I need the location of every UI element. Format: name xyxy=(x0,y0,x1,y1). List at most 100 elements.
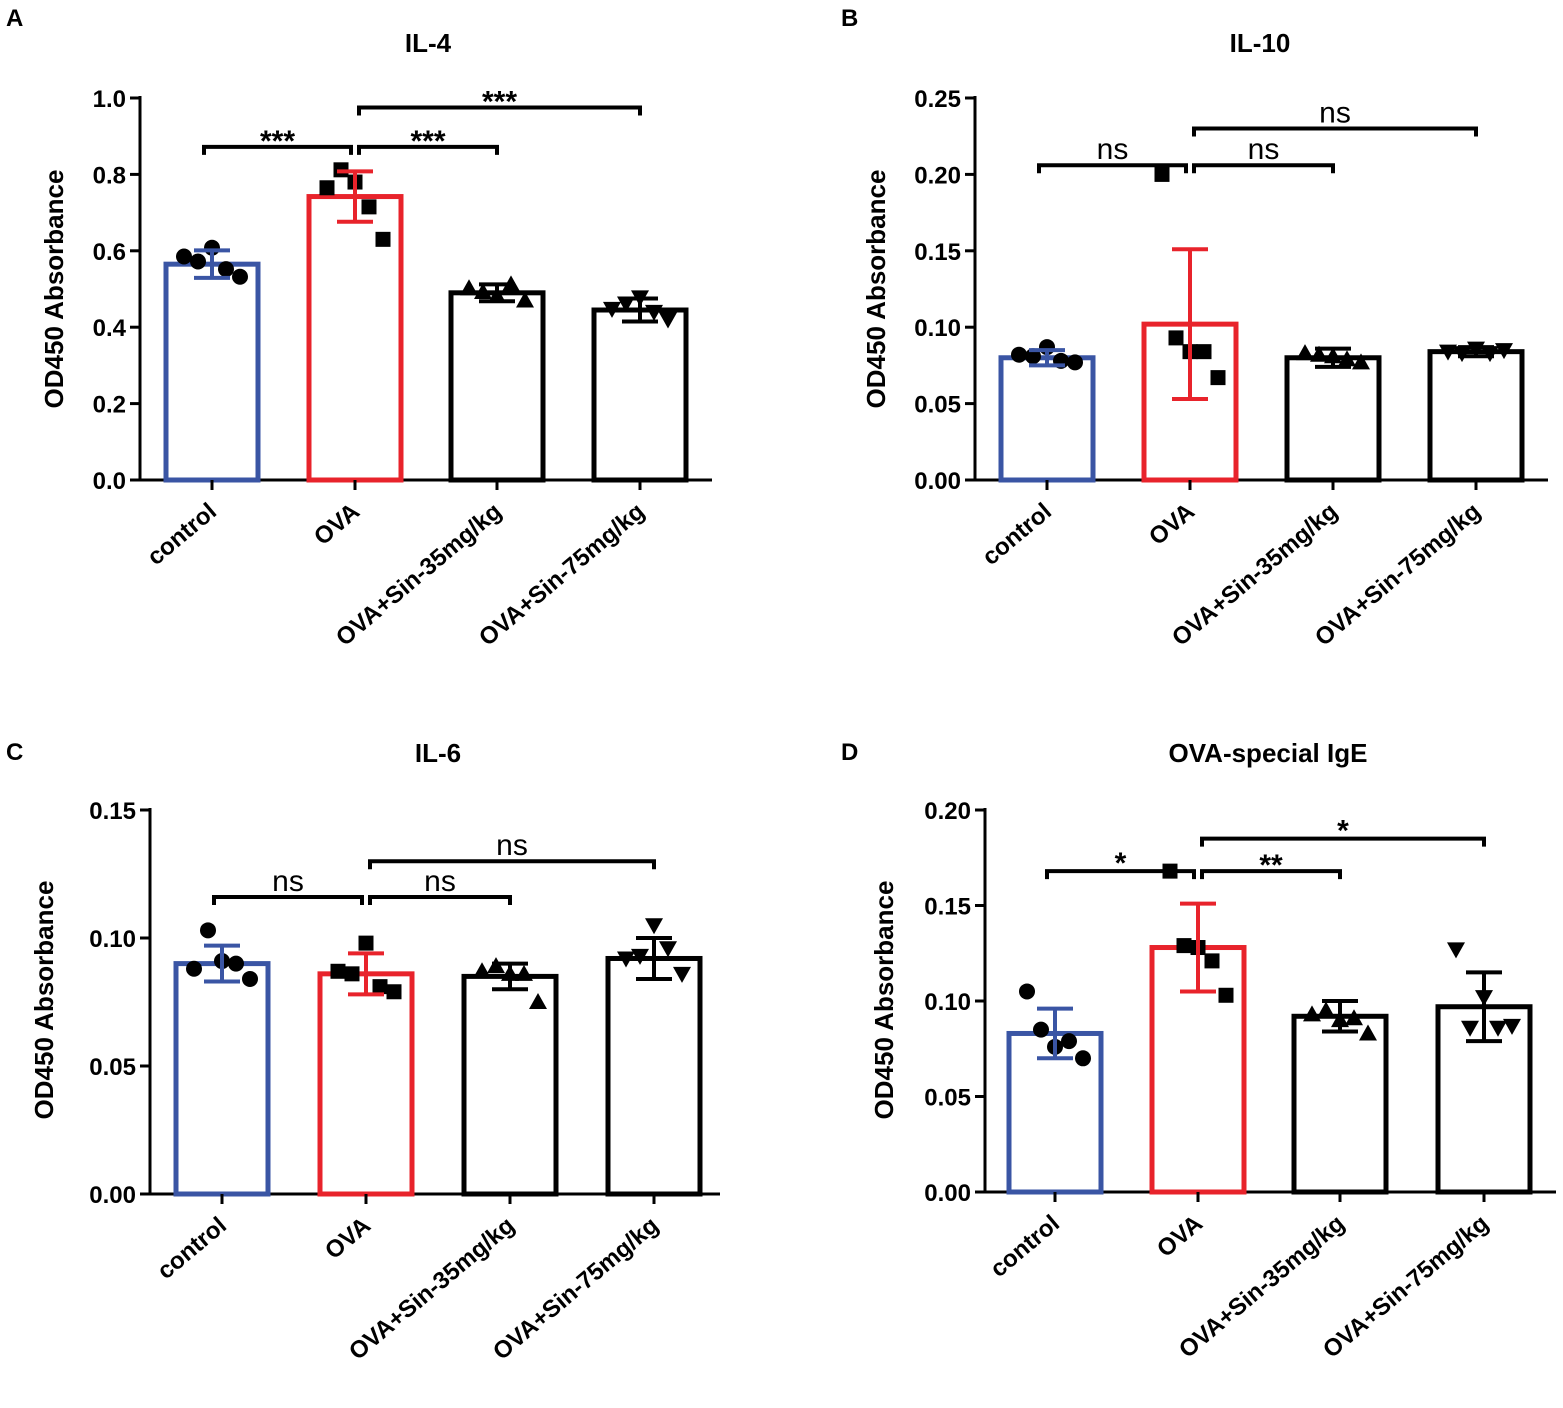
panel-letter: A xyxy=(6,5,23,32)
y-tick-label: 0.20 xyxy=(924,798,971,825)
y-tick-label: 0.10 xyxy=(914,315,961,342)
bar-2 xyxy=(448,290,546,483)
data-point xyxy=(242,970,258,987)
data-point xyxy=(1317,1001,1335,1018)
bar-3 xyxy=(1427,349,1525,483)
data-point xyxy=(473,962,491,979)
data-point xyxy=(1481,346,1499,363)
significance-bracket xyxy=(1200,869,1342,880)
significance-label: ns xyxy=(1097,133,1129,166)
y-tick-label: 0.10 xyxy=(89,926,136,953)
data-point xyxy=(1503,1018,1521,1035)
significance-label: * xyxy=(1337,815,1349,848)
panel-d: D OVA-special IgE OD450 Absorbance 0.00 0.05… xyxy=(841,738,1556,1364)
y-tick-label: 1.0 xyxy=(93,86,126,113)
y-tick-label: 0.4 xyxy=(93,315,127,342)
data-point xyxy=(375,231,391,247)
data-point xyxy=(1453,346,1471,363)
y-tick-label: 0.0 xyxy=(93,468,126,495)
chart-title: IL-6 xyxy=(415,738,461,768)
data-point xyxy=(1011,346,1027,363)
panel-letter: D xyxy=(841,739,858,766)
data-point xyxy=(218,261,234,278)
y-tick-label: 0.6 xyxy=(93,239,126,266)
y-tick-label: 0.8 xyxy=(93,162,126,189)
data-point xyxy=(1338,350,1356,367)
bar-2 xyxy=(1284,355,1382,483)
significance-label: ns xyxy=(496,829,528,862)
x-tick-label: OVA xyxy=(309,498,365,551)
data-point xyxy=(1345,1009,1363,1026)
significance-label: ns xyxy=(272,865,304,898)
data-point xyxy=(1218,987,1234,1003)
data-point xyxy=(1447,942,1465,959)
y-axis-label: OD450 Absorbance xyxy=(869,881,899,1120)
significance-label: *** xyxy=(260,125,295,158)
significance-bracket xyxy=(212,895,364,906)
data-point xyxy=(386,984,402,1000)
significance-label: ns xyxy=(1319,97,1351,130)
panel-letter: B xyxy=(841,5,858,32)
bar-0 xyxy=(163,261,261,483)
panel-b: B IL-10 OD450 Absorbance 0.00 0.05 0.10 0.15 0.… xyxy=(841,5,1548,652)
data-point xyxy=(529,993,547,1009)
data-point xyxy=(1489,1020,1507,1037)
significance-label: *** xyxy=(410,125,445,158)
significance-bracket xyxy=(1200,836,1486,847)
data-point xyxy=(319,180,335,196)
data-point xyxy=(1019,983,1035,1000)
bar-3 xyxy=(591,307,689,483)
data-point xyxy=(474,283,492,300)
data-point xyxy=(1495,343,1513,360)
data-point xyxy=(1033,1021,1049,1038)
y-tick-label: 0.25 xyxy=(914,86,961,113)
data-point xyxy=(330,963,346,979)
data-point xyxy=(1067,354,1083,371)
significance-bracket xyxy=(202,144,353,155)
data-point xyxy=(344,966,360,982)
x-tick-label: control xyxy=(152,1212,232,1285)
significance-bracket xyxy=(368,895,512,906)
data-point xyxy=(1352,353,1370,370)
data-point xyxy=(659,312,677,329)
panel-letter: C xyxy=(6,739,23,766)
chart-title: OVA-special IgE xyxy=(1169,738,1368,768)
significance-bracket xyxy=(1045,869,1196,880)
data-point xyxy=(228,955,244,972)
y-axis-label: OD450 Absorbance xyxy=(39,170,69,409)
data-point xyxy=(190,253,206,270)
data-point xyxy=(1075,1050,1091,1067)
data-point xyxy=(631,948,649,965)
bar-2 xyxy=(1291,1013,1389,1195)
data-point xyxy=(1359,1024,1377,1041)
chart-title: IL-10 xyxy=(1230,28,1291,58)
data-point xyxy=(516,291,534,308)
data-point xyxy=(200,922,216,939)
y-tick-label: 0.05 xyxy=(924,1085,971,1112)
bar-2 xyxy=(461,973,559,1197)
bar-3 xyxy=(605,955,703,1197)
y-tick-label: 0.15 xyxy=(89,798,136,825)
data-point xyxy=(645,918,663,935)
data-point xyxy=(1061,1033,1077,1050)
data-point xyxy=(1154,166,1170,182)
data-point xyxy=(1204,953,1220,969)
significance-label: ns xyxy=(1248,133,1280,166)
data-point xyxy=(361,199,377,215)
significance-bracket xyxy=(368,859,656,870)
y-tick-label: 0.10 xyxy=(924,989,971,1016)
x-tick-label: OVA xyxy=(1144,498,1200,551)
significance-label: *** xyxy=(482,86,517,119)
panel-a: A IL-4 OD450 Absorbance 0.0 0.2 0.4 0.6 0.8 1.0 c… xyxy=(6,5,712,652)
data-point xyxy=(603,301,621,318)
data-point xyxy=(659,941,677,958)
panel-c: C IL-6 OD450 Absorbance 0.00 0.05 0.10 0.15 con… xyxy=(6,738,720,1366)
y-tick-label: 0.00 xyxy=(89,1182,136,1209)
data-point xyxy=(1025,348,1041,365)
chart-title: IL-4 xyxy=(405,28,452,58)
data-point xyxy=(1296,344,1314,361)
y-tick-label: 0.2 xyxy=(93,392,126,419)
data-point xyxy=(673,966,691,983)
x-tick-label: control xyxy=(142,498,222,571)
